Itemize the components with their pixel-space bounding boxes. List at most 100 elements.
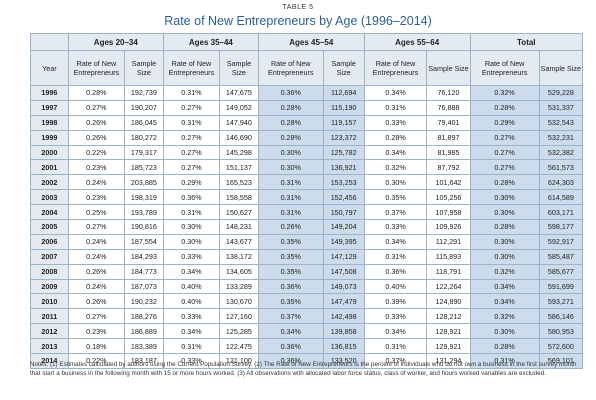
data-cell: 585,487 <box>538 248 584 265</box>
year-cell: 2013 <box>30 338 69 355</box>
data-cell: 0.33% <box>162 248 220 265</box>
year-cell: 2000 <box>30 144 69 161</box>
data-cell: 0.27% <box>162 129 220 146</box>
year-cell: 1996 <box>30 85 69 101</box>
data-cell: 0.34% <box>162 323 220 340</box>
table-row: 2006 0.24% 187,554 0.30% 143,677 0.35% 149,395… <box>30 233 584 250</box>
data-cell: 119,157 <box>322 114 365 131</box>
data-cell: 148,231 <box>218 219 259 235</box>
data-cell: 121,100 <box>218 353 259 369</box>
table-row: 2013 0.18% 183,389 0.31% 122,475 0.36% 136,815… <box>30 338 584 355</box>
year-cell: 1998 <box>30 114 69 131</box>
data-cell: 0.31% <box>363 338 428 355</box>
data-cell: 105,256 <box>426 189 471 206</box>
data-cell: 585,677 <box>538 263 584 280</box>
data-cell: 0.33% <box>162 308 220 325</box>
data-cell: 134,605 <box>218 263 259 280</box>
data-cell: 187,554 <box>123 233 164 250</box>
data-cell: 0.36% <box>363 263 428 280</box>
data-cell: 192,739 <box>123 85 164 101</box>
year-header: Year <box>30 50 69 86</box>
data-cell: 142,498 <box>322 308 365 325</box>
data-cell: 81,897 <box>426 129 471 146</box>
data-cell: 0.27% <box>67 308 125 325</box>
data-cell: 0.24% <box>67 233 125 250</box>
data-cell: 0.32% <box>469 85 540 101</box>
table-row: 2009 0.24% 187,073 0.40% 133,289 0.36% 149,073… <box>30 278 584 295</box>
data-cell: 125,285 <box>218 323 259 340</box>
data-cell: 593,271 <box>538 293 584 310</box>
data-cell: 186,889 <box>123 323 164 340</box>
data-cell: 0.34% <box>469 278 540 295</box>
data-cell: 569,101 <box>538 353 584 369</box>
table-row: 2012 0.23% 186,889 0.34% 125,285 0.34% 139,858… <box>30 323 584 340</box>
data-cell: 136,815 <box>322 338 365 355</box>
data-cell: 127,160 <box>218 308 259 325</box>
data-cell: 0.31% <box>257 204 324 221</box>
column-header: Rate of New Entrepreneurs <box>363 50 428 86</box>
data-cell: 0.29% <box>469 114 540 131</box>
data-cell: 115,893 <box>426 248 471 265</box>
data-cell: 0.31% <box>363 99 428 116</box>
data-cell: 130,670 <box>218 293 259 310</box>
year-cell: 2009 <box>30 278 69 295</box>
data-cell: 529,228 <box>538 85 584 101</box>
table-row: 1998 0.26% 186,045 0.31% 147,940 0.28% 119,157… <box>30 114 584 131</box>
data-cell: 149,395 <box>322 233 365 250</box>
data-cell: 139,858 <box>322 323 365 340</box>
table-row: 1997 0.27% 190,207 0.27% 149,052 0.28% 115,190… <box>30 99 584 116</box>
data-cell: 0.32% <box>363 159 428 176</box>
data-cell: 531,337 <box>538 99 584 116</box>
data-cell: 81,985 <box>426 144 471 161</box>
table-row: 2001 0.23% 185,723 0.27% 151,137 0.30% 136,921… <box>30 159 584 176</box>
data-cell: 153,253 <box>322 174 365 191</box>
table-row: 2005 0.27% 190,816 0.30% 148,231 0.26% 149,204… <box>30 219 584 235</box>
data-cell: 614,589 <box>538 189 584 206</box>
data-cell: 572,600 <box>538 338 584 355</box>
year-cell: 2002 <box>30 174 69 191</box>
group-header: Ages 35–44 <box>162 33 259 51</box>
data-cell: 79,401 <box>426 114 471 131</box>
data-cell: 0.36% <box>257 338 324 355</box>
group-header: Ages 20–34 <box>67 33 164 51</box>
data-cell: 0.30% <box>363 174 428 191</box>
data-cell: 0.31% <box>469 353 540 369</box>
data-cell: 190,816 <box>123 219 164 235</box>
data-cell: 203,885 <box>123 174 164 191</box>
data-cell: 591,699 <box>538 278 584 295</box>
data-cell: 532,543 <box>538 114 584 131</box>
data-cell: 0.25% <box>67 204 125 221</box>
data-cell: 107,958 <box>426 204 471 221</box>
data-cell: 129,921 <box>426 338 471 355</box>
data-cell: 0.30% <box>162 233 220 250</box>
data-cell: 115,190 <box>322 99 365 116</box>
data-cell: 0.24% <box>67 248 125 265</box>
data-cell: 0.28% <box>469 219 540 235</box>
data-cell: 0.26% <box>67 263 125 280</box>
data-cell: 123,372 <box>322 129 365 146</box>
group-header: Ages 45–54 <box>257 33 365 51</box>
data-cell: 87,792 <box>426 159 471 176</box>
data-cell: 0.36% <box>257 353 324 369</box>
data-cell: 532,382 <box>538 144 584 161</box>
data-cell: 101,642 <box>426 174 471 191</box>
data-cell: 147,479 <box>322 293 365 310</box>
data-cell: 149,052 <box>218 99 259 116</box>
data-cell: 592,917 <box>538 233 584 250</box>
data-cell: 0.32% <box>469 263 540 280</box>
data-cell: 0.26% <box>67 129 125 146</box>
data-cell: 150,797 <box>322 204 365 221</box>
year-cell: 2012 <box>30 323 69 340</box>
data-cell: 561,573 <box>538 159 584 176</box>
data-cell: 0.31% <box>162 204 220 221</box>
data-cell: 580,953 <box>538 323 584 340</box>
data-cell: 0.34% <box>363 233 428 250</box>
data-cell: 0.31% <box>162 85 220 101</box>
data-cell: 0.36% <box>257 85 324 101</box>
data-cell: 184,773 <box>123 263 164 280</box>
data-cell: 158,558 <box>218 189 259 206</box>
data-cell: 190,232 <box>123 293 164 310</box>
data-cell: 0.27% <box>162 144 220 161</box>
data-cell: 76,120 <box>426 85 471 101</box>
data-cell: 152,456 <box>322 189 365 206</box>
